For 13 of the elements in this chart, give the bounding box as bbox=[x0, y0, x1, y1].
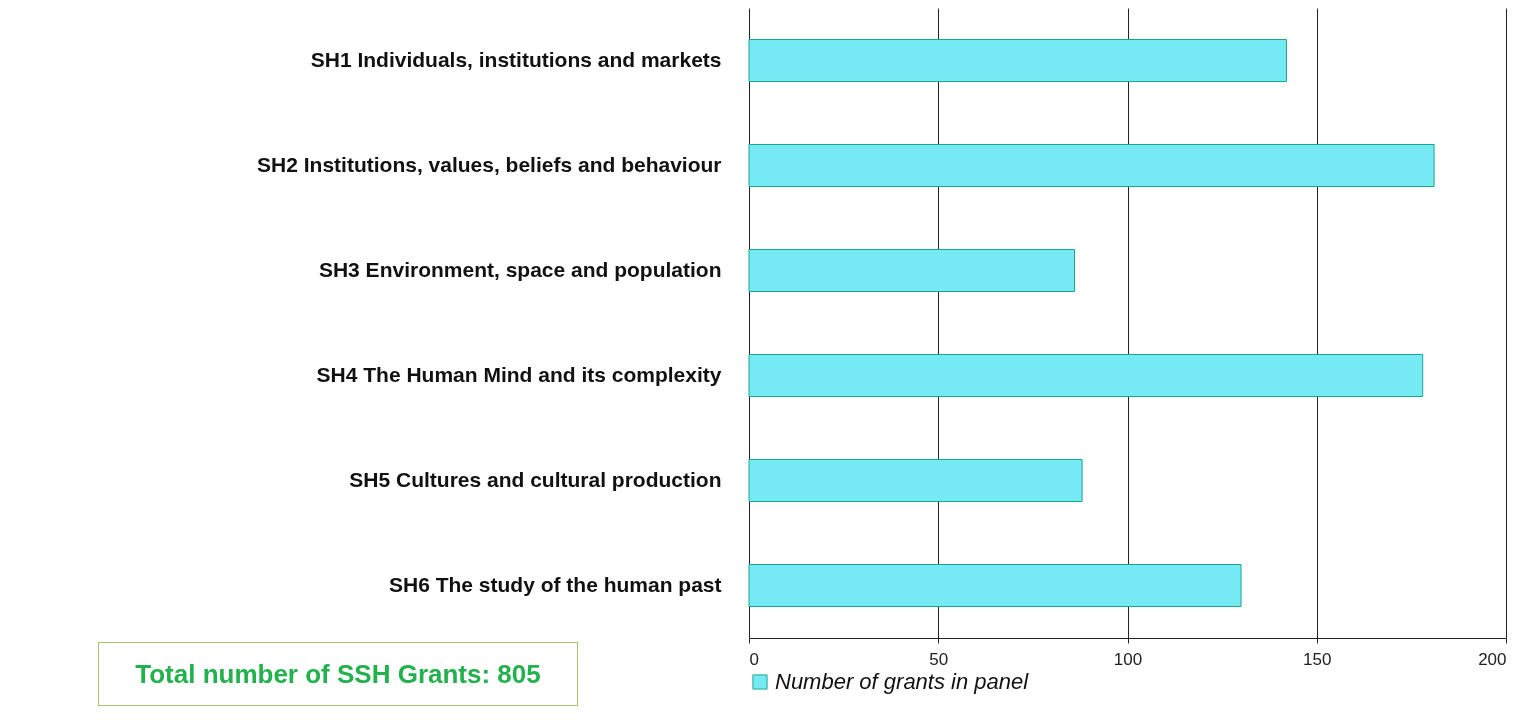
text: Total number of SSH Grants: 805 bbox=[135, 658, 541, 690]
x-tick-label: 150 bbox=[1303, 649, 1332, 669]
y-tick-label: SH4 The Human Mind and its complexity bbox=[316, 362, 722, 386]
x-tick-label: 0 bbox=[749, 649, 759, 669]
y-tick-label: SH6 The study of the human past bbox=[388, 572, 722, 596]
legend-label: Number of grants in panel bbox=[775, 669, 1030, 694]
x-tick-label: 50 bbox=[929, 649, 949, 669]
y-tick-label: SH5 Cultures and cultural production bbox=[349, 467, 722, 491]
y-tick-label: SH3 Environment, space and population bbox=[318, 257, 722, 281]
x-tick-label: 100 bbox=[1113, 649, 1143, 669]
x-tick-label: 200 bbox=[1478, 649, 1507, 669]
y-tick-label: SH1 Individuals, institutions and markets bbox=[310, 47, 722, 71]
y-tick-label: SH2 Institutions, values, beliefs and behaviour bbox=[257, 152, 722, 176]
